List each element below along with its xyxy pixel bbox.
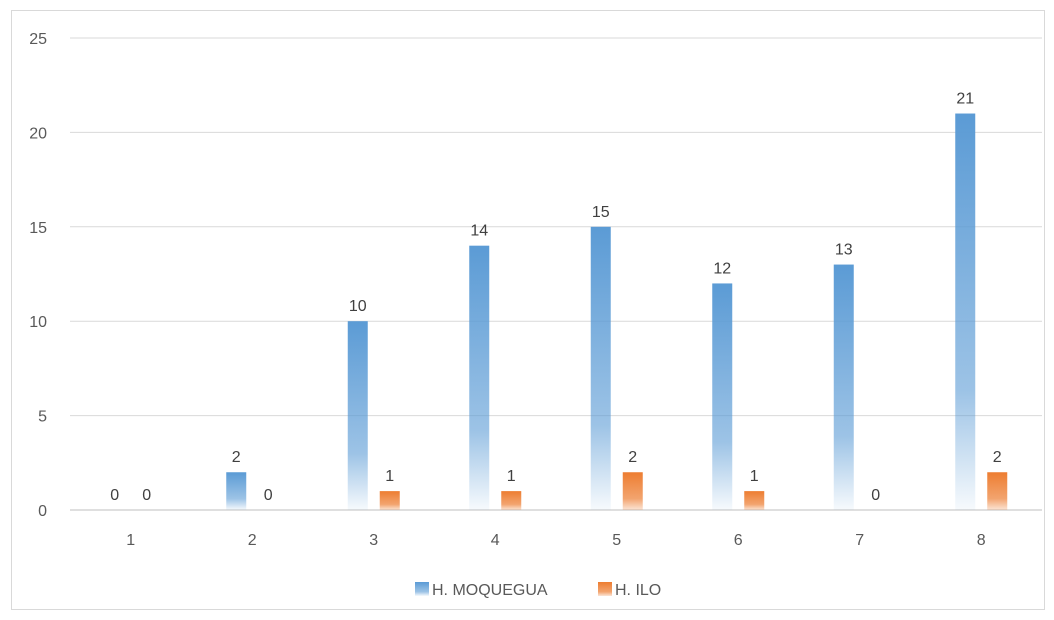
data-label: 13 (835, 242, 853, 259)
bar-h-moquegua (955, 113, 976, 511)
x-tick-label: 4 (491, 532, 500, 549)
bar-h-moquegua (590, 226, 611, 511)
y-tick-label: 20 (29, 125, 47, 142)
data-label: 14 (470, 223, 488, 240)
bar-h-ilo (501, 491, 522, 510)
bar-h-moquegua (226, 472, 247, 510)
data-label: 1 (750, 468, 759, 485)
data-label: 1 (507, 468, 516, 485)
bar-h-ilo (622, 472, 643, 510)
legend: H. MOQUEGUA H. ILO (415, 582, 661, 599)
bar-h-moquegua (469, 245, 490, 510)
data-label: 0 (871, 487, 880, 504)
data-label: 1 (385, 468, 394, 485)
x-tick-label: 8 (977, 532, 986, 549)
bar-h-ilo (744, 491, 765, 510)
x-axis-tick-labels: 1 2 3 4 5 6 7 8 (126, 532, 986, 549)
x-tick-label: 1 (126, 532, 135, 549)
bar-h-moquegua (347, 321, 368, 510)
legend-swatch-h-ilo (598, 582, 612, 596)
bar-h-ilo (987, 472, 1008, 510)
y-axis-tick-labels: 0 5 10 15 20 25 (29, 31, 47, 520)
data-label: 2 (232, 449, 241, 466)
legend-swatch-h-moquegua (415, 582, 429, 596)
gridlines (70, 37, 1042, 511)
data-label: 0 (264, 487, 273, 504)
data-label: 0 (110, 487, 119, 504)
legend-label: H. MOQUEGUA (432, 582, 548, 599)
data-label: 15 (592, 204, 610, 221)
x-tick-label: 6 (734, 532, 743, 549)
legend-label: H. ILO (615, 582, 661, 599)
y-tick-label: 5 (38, 409, 47, 426)
bars (226, 113, 1008, 511)
bar-h-ilo (379, 491, 400, 510)
bar-h-moquegua (833, 264, 854, 510)
data-label: 2 (628, 449, 637, 466)
x-tick-label: 3 (369, 532, 378, 549)
x-tick-label: 5 (612, 532, 621, 549)
y-tick-label: 15 (29, 220, 47, 237)
x-tick-label: 2 (248, 532, 257, 549)
data-label: 10 (349, 298, 367, 315)
data-label: 2 (993, 449, 1002, 466)
data-label: 21 (956, 91, 974, 108)
data-label: 0 (142, 487, 151, 504)
bar-h-moquegua (712, 283, 733, 510)
y-tick-label: 10 (29, 314, 47, 331)
y-tick-label: 25 (29, 31, 47, 48)
data-label: 12 (713, 260, 731, 277)
x-tick-label: 7 (855, 532, 864, 549)
y-tick-label: 0 (38, 503, 47, 520)
